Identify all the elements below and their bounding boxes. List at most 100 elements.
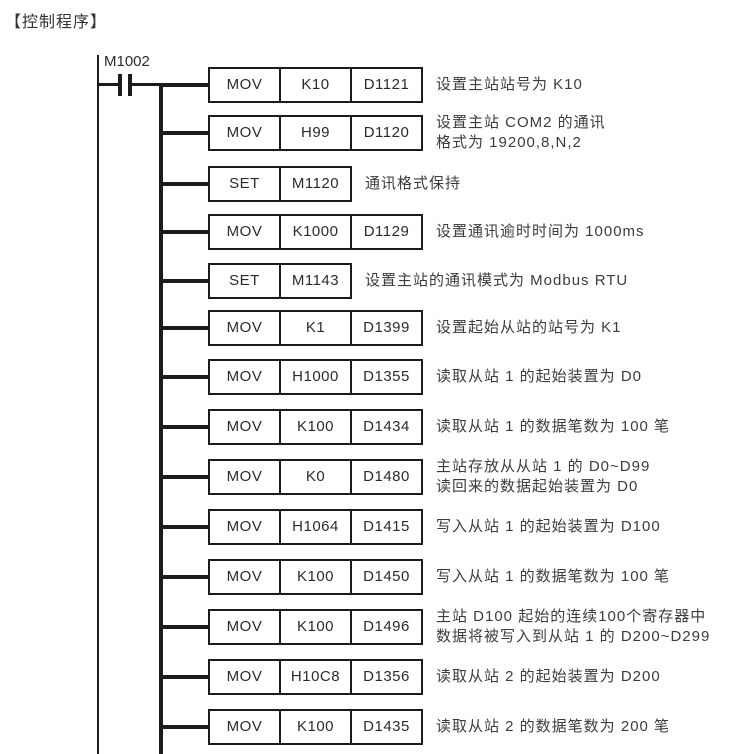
instruction-cell: D1496 — [350, 611, 421, 643]
instruction-cell: MOV — [226, 319, 263, 336]
instruction-box: MOV K1000 D1129 — [208, 214, 423, 250]
rung-wire — [159, 230, 208, 234]
power-rail-line — [97, 55, 99, 754]
instruction-cell: MOV — [226, 468, 263, 485]
contact-wire-left — [97, 83, 118, 86]
rung-comment: 读取从站 1 的数据笔数为 100 笔 — [436, 417, 670, 437]
instruction-cell: K10 — [279, 69, 350, 101]
rung-wire — [159, 475, 208, 479]
contact-label: M1002 — [104, 53, 150, 70]
instruction-cell: H1064 — [279, 511, 350, 543]
rung-wire — [159, 83, 208, 87]
rung-comment: 设置主站站号为 K10 — [436, 75, 583, 95]
instruction-cell: K1 — [279, 312, 350, 344]
rung-comment: 主站存放从从站 1 的 D0~D99 读回来的数据起始装置为 D0 — [436, 457, 650, 497]
comment-line: 主站 D100 起始的连续100个寄存器中 — [436, 608, 707, 625]
instruction-box: MOV K100 D1434 — [208, 409, 423, 445]
comment-line: 读回来的数据起始装置为 D0 — [436, 478, 639, 495]
instruction-cell: D1399 — [350, 312, 421, 344]
instruction-cell: D1415 — [350, 511, 421, 543]
comment-line: 设置通讯逾时时间为 1000ms — [436, 223, 645, 240]
instruction-cell: K100 — [279, 711, 350, 743]
comment-line: 读取从站 2 的数据笔数为 200 笔 — [436, 718, 671, 735]
instruction-box: MOV K1 D1399 — [208, 310, 423, 346]
comment-line: 数据将被写入到从站 1 的 D200~D299 — [436, 628, 711, 645]
instruction-cell: MOV — [226, 223, 263, 240]
instruction-box: SET M1143 — [208, 263, 352, 299]
comment-line: 主站存放从从站 1 的 D0~D99 — [436, 458, 651, 475]
instruction-cell: H1000 — [279, 361, 350, 393]
instruction-cell: MOV — [226, 668, 263, 685]
instruction-cell: D1434 — [350, 411, 421, 443]
normally-open-contact-icon — [128, 74, 132, 96]
rung-comment: 读取从站 2 的起始装置为 D200 — [436, 667, 661, 687]
instruction-box: MOV K10 D1121 — [208, 67, 423, 103]
instruction-cell: K100 — [279, 411, 350, 443]
instruction-cell: K0 — [279, 461, 350, 493]
instruction-box: MOV H1000 D1355 — [208, 359, 423, 395]
instruction-cell: MOV — [226, 124, 263, 141]
comment-line: 设置起始从站的站号为 K1 — [436, 319, 622, 336]
instruction-cell: MOV — [226, 368, 263, 385]
instruction-cell: SET — [229, 272, 260, 289]
instruction-cell: MOV — [226, 718, 263, 735]
rung-wire — [159, 131, 208, 135]
instruction-box: MOV K100 D1450 — [208, 559, 423, 595]
instruction-cell: MOV — [226, 518, 263, 535]
rung-comment: 设置主站的通讯模式为 Modbus RTU — [365, 271, 628, 291]
instruction-cell: MOV — [226, 568, 263, 585]
instruction-cell: K100 — [279, 561, 350, 593]
rung-wire — [159, 675, 208, 679]
instruction-cell: D1121 — [350, 69, 421, 101]
rung-comment: 设置通讯逾时时间为 1000ms — [436, 222, 645, 242]
comment-line: 设置主站的通讯模式为 Modbus RTU — [365, 272, 629, 289]
instruction-cell: D1355 — [350, 361, 421, 393]
rung-comment: 通讯格式保持 — [365, 174, 461, 194]
instruction-cell: H99 — [279, 117, 350, 149]
comment-line: 读取从站 2 的起始装置为 D200 — [436, 668, 661, 685]
instruction-cell: MOV — [226, 76, 263, 93]
rung-comment: 读取从站 2 的数据笔数为 200 笔 — [436, 717, 670, 737]
normally-open-contact-icon — [118, 74, 122, 96]
instruction-box: SET M1120 — [208, 166, 352, 202]
rung-wire — [159, 625, 208, 629]
instruction-cell: K1000 — [279, 216, 350, 248]
instruction-cell: D1450 — [350, 561, 421, 593]
comment-line: 设置主站站号为 K10 — [436, 76, 583, 93]
branch-rail-line — [159, 83, 163, 754]
rung-wire — [159, 375, 208, 379]
instruction-cell: M1143 — [279, 265, 350, 297]
instruction-cell: M1120 — [279, 168, 350, 200]
instruction-box: MOV K0 D1480 — [208, 459, 423, 495]
instruction-cell: D1435 — [350, 711, 421, 743]
rung-comment: 写入从站 1 的数据笔数为 100 笔 — [436, 567, 670, 587]
rung-wire — [159, 725, 208, 729]
comment-line: 格式为 19200,8,N,2 — [436, 134, 582, 151]
comment-line: 读取从站 1 的数据笔数为 100 笔 — [436, 418, 671, 435]
rung-comment: 读取从站 1 的起始装置为 D0 — [436, 367, 642, 387]
rung-wire — [159, 425, 208, 429]
comment-line: 写入从站 1 的数据笔数为 100 笔 — [436, 568, 671, 585]
instruction-box: MOV H10C8 D1356 — [208, 659, 423, 695]
instruction-box: MOV K100 D1435 — [208, 709, 423, 745]
instruction-cell: K100 — [279, 611, 350, 643]
instruction-box: MOV H99 D1120 — [208, 115, 423, 151]
instruction-cell: D1129 — [350, 216, 421, 248]
rung-wire — [159, 279, 208, 283]
comment-line: 通讯格式保持 — [365, 175, 462, 192]
instruction-cell: D1480 — [350, 461, 421, 493]
instruction-cell: H10C8 — [279, 661, 350, 693]
rung-comment: 主站 D100 起始的连续100个寄存器中 数据将被写入到从站 1 的 D200~… — [436, 607, 710, 647]
instruction-box: MOV K100 D1496 — [208, 609, 423, 645]
page-title: 【控制程序】 — [5, 14, 108, 31]
instruction-cell: SET — [229, 175, 260, 192]
instruction-cell: D1120 — [350, 117, 421, 149]
rung-comment: 设置主站 COM2 的通讯 格式为 19200,8,N,2 — [436, 113, 606, 153]
rung-wire — [159, 525, 208, 529]
rung-wire — [159, 575, 208, 579]
instruction-cell: MOV — [226, 618, 263, 635]
rung-comment: 设置起始从站的站号为 K1 — [436, 318, 622, 338]
contact-wire-right — [132, 83, 162, 86]
rung-wire — [159, 326, 208, 330]
